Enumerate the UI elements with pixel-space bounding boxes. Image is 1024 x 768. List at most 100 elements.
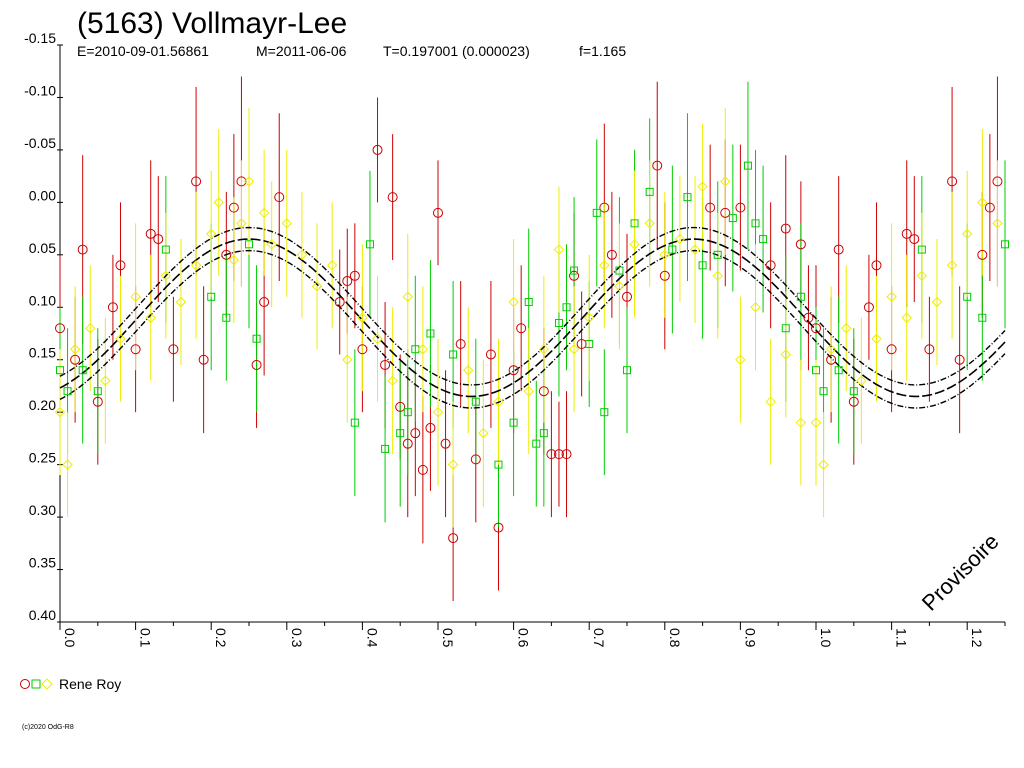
- data-point-square: [381, 444, 390, 453]
- data-point-diamond: [810, 417, 822, 428]
- data-point-circle: [342, 276, 353, 287]
- data-point-circle: [599, 202, 610, 213]
- data-point-diamond: [342, 354, 353, 365]
- data-point-square: [161, 245, 170, 254]
- data-point-diamond: [720, 176, 731, 187]
- data-point-square: [207, 292, 216, 301]
- data-point-circle: [516, 323, 527, 334]
- legend-circle-marker: [20, 679, 30, 689]
- data-point-diamond: [871, 333, 882, 344]
- data-point-circle: [735, 202, 746, 213]
- data-point-square: [819, 387, 828, 396]
- data-point-diamond: [463, 365, 474, 376]
- data-point-circle: [826, 354, 837, 365]
- data-point-circle: [55, 323, 65, 334]
- data-point-diamond: [387, 375, 398, 386]
- data-point-circle: [372, 144, 383, 155]
- data-point-diamond: [432, 406, 444, 418]
- data-point-diamond: [266, 239, 277, 250]
- data-point-diamond: [735, 354, 746, 365]
- data-point-square: [403, 408, 412, 417]
- data-point-circle: [77, 244, 88, 255]
- data-point-circle: [433, 207, 443, 218]
- data-markers: [54, 144, 1009, 544]
- y-tick-label: 0.20: [29, 397, 56, 413]
- data-point-circle: [92, 396, 103, 407]
- data-point-circle: [251, 359, 262, 370]
- data-point-diamond: [568, 344, 580, 355]
- fit-curve-line: [59, 238, 1006, 398]
- data-point-diamond: [780, 349, 791, 360]
- data-point-diamond: [311, 281, 323, 292]
- y-tick-label: 0.40: [29, 607, 56, 623]
- legend-square-marker: [31, 679, 41, 689]
- data-point-circle: [720, 207, 731, 218]
- credit-text: (c)2020 OdG-R8: [22, 724, 74, 731]
- y-tick-label: 0.00: [29, 187, 56, 203]
- y-tick-label: 0.30: [29, 502, 56, 518]
- data-point-square: [743, 161, 752, 170]
- provisional-watermark: Provisoire: [917, 529, 1004, 616]
- data-point-circle: [508, 365, 519, 376]
- data-point-diamond: [160, 270, 172, 282]
- data-point-square: [494, 460, 503, 469]
- y-tick-label: 0.35: [29, 555, 56, 571]
- data-point-square: [471, 397, 480, 406]
- data-point-circle: [652, 160, 663, 171]
- data-point-circle: [871, 260, 882, 271]
- data-point-diamond: [402, 291, 413, 302]
- legend: Rene Roy: [20, 676, 121, 692]
- data-point-square: [698, 261, 707, 270]
- data-point-square: [449, 350, 458, 359]
- data-point-diamond: [583, 312, 595, 323]
- data-point-diamond: [697, 181, 708, 192]
- data-point-circle: [228, 202, 239, 213]
- data-point-diamond: [644, 218, 655, 229]
- x-tick-label: 1.1: [894, 628, 910, 648]
- x-tick-label: 0.8: [667, 628, 683, 648]
- data-point-square: [600, 408, 609, 417]
- axes: [59, 45, 1005, 623]
- data-point-square: [365, 240, 374, 249]
- x-tick-label: 0.9: [742, 628, 758, 648]
- data-point-circle: [606, 249, 617, 260]
- y-tick-label: 0.10: [29, 292, 56, 308]
- data-point-circle: [803, 312, 814, 323]
- error-bars: [59, 76, 1006, 602]
- y-tick-label: 0.05: [29, 240, 56, 256]
- data-point-diamond: [296, 249, 308, 261]
- data-point-circle: [153, 234, 164, 245]
- data-point-diamond: [946, 260, 958, 271]
- legend-diamond-marker: [41, 678, 53, 690]
- data-point-diamond: [447, 459, 459, 470]
- data-point-diamond: [818, 459, 829, 470]
- data-point-diamond: [115, 333, 126, 344]
- x-tick-label: 0.2: [213, 628, 229, 648]
- data-point-circle: [622, 291, 632, 302]
- data-point-diamond: [931, 296, 943, 308]
- data-point-diamond: [614, 281, 625, 292]
- data-point-diamond: [243, 176, 255, 187]
- y-tick-label: -0.10: [24, 82, 56, 98]
- data-point-circle: [455, 338, 466, 349]
- data-point-diamond: [190, 260, 202, 271]
- fit-curve: [59, 226, 1006, 409]
- data-point-square: [562, 303, 571, 312]
- x-tick-label: 1.0: [818, 628, 834, 648]
- period-label: T=0.197001 (0.000023): [383, 43, 530, 59]
- data-point-square: [683, 193, 692, 202]
- data-point-circle: [947, 176, 958, 187]
- data-point-square: [917, 245, 926, 254]
- data-point-square: [623, 366, 631, 375]
- data-point-diamond: [205, 228, 217, 240]
- x-tick-label: 0.3: [289, 628, 305, 648]
- data-point-circle: [795, 239, 806, 250]
- data-point-square: [78, 366, 87, 375]
- data-point-circle: [561, 449, 572, 460]
- data-point-circle: [924, 344, 935, 355]
- data-point-diamond: [689, 244, 701, 255]
- data-point-square: [963, 292, 972, 301]
- data-point-circle: [425, 422, 436, 433]
- data-point-diamond: [886, 291, 897, 302]
- data-point-circle: [221, 249, 232, 260]
